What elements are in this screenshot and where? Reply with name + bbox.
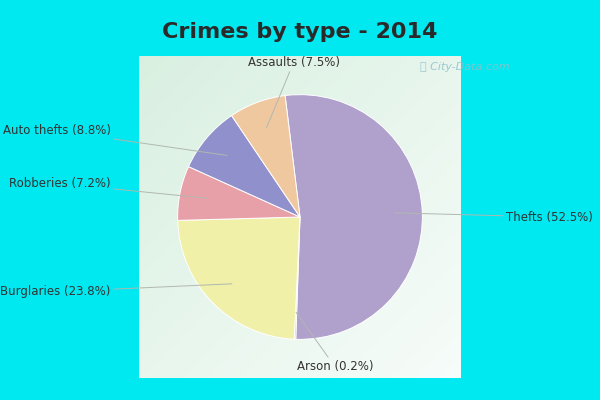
Text: Crimes by type - 2014: Crimes by type - 2014 [163, 22, 437, 42]
Wedge shape [294, 217, 300, 339]
Text: Assaults (7.5%): Assaults (7.5%) [248, 56, 340, 128]
Text: Thefts (52.5%): Thefts (52.5%) [395, 210, 593, 224]
Text: Auto thefts (8.8%): Auto thefts (8.8%) [2, 124, 227, 156]
Wedge shape [178, 167, 300, 220]
Text: Robberies (7.2%): Robberies (7.2%) [9, 177, 206, 198]
Wedge shape [285, 95, 422, 339]
Text: Burglaries (23.8%): Burglaries (23.8%) [0, 284, 232, 298]
Wedge shape [188, 116, 300, 217]
Wedge shape [232, 96, 300, 217]
Text: ⓘ City-Data.com: ⓘ City-Data.com [421, 62, 510, 72]
Text: Arson (0.2%): Arson (0.2%) [296, 312, 373, 373]
Wedge shape [178, 217, 300, 339]
